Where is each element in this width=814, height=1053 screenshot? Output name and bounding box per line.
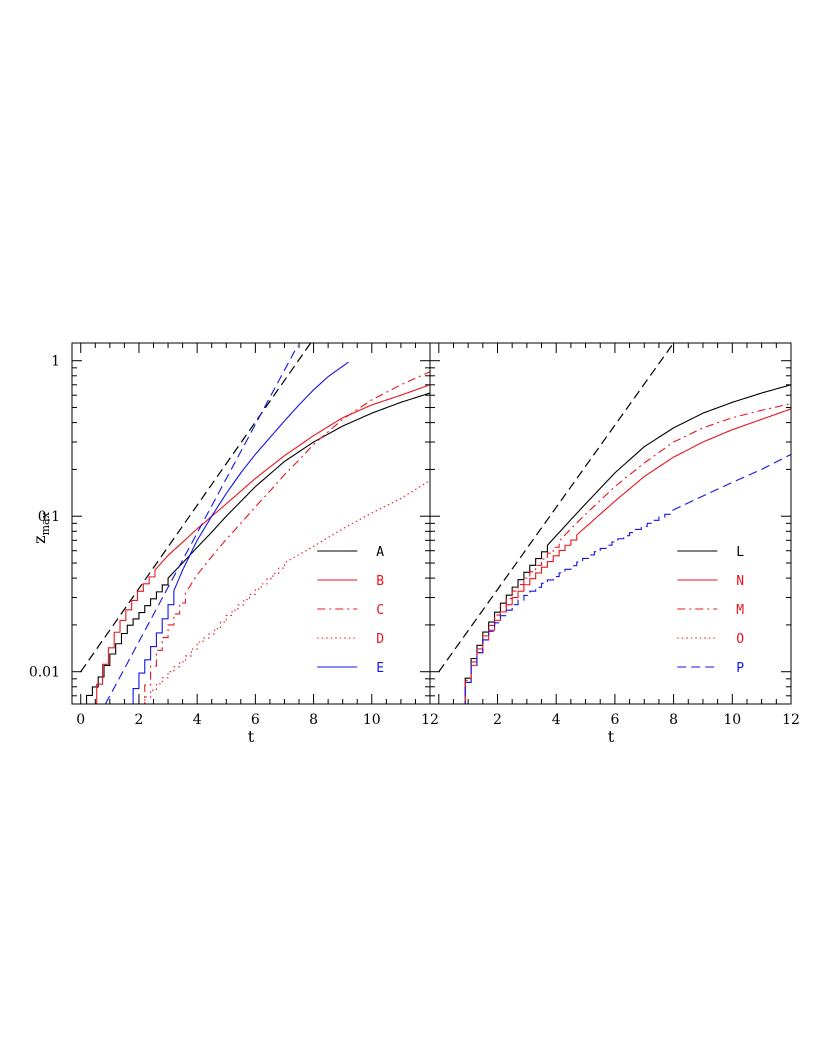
legend-label-n: N [736, 574, 744, 589]
legend-label-e: E [376, 661, 384, 676]
legend-label-m: M [736, 603, 744, 618]
legend-label-a: A [376, 545, 384, 560]
legend-label-c: C [376, 603, 384, 618]
x-tick-label: 10 [363, 712, 381, 728]
legend-label-d: D [376, 632, 384, 647]
series-line-extra-5 [104, 345, 299, 704]
x-tick-label: 8 [669, 712, 678, 728]
y-axis-label: zmax [30, 511, 52, 543]
right-panel-frame [429, 342, 792, 705]
right-series-group [438, 343, 791, 704]
legend-label-l: L [736, 545, 744, 560]
y-tick-label: 1 [51, 354, 60, 370]
x-tick-label: 10 [723, 712, 741, 728]
right-plot-area [438, 343, 791, 704]
x-tick-label: 6 [251, 712, 260, 728]
reference-line [80, 343, 312, 673]
left-series-group [80, 343, 430, 704]
series-line-p [459, 453, 791, 704]
x-tick-label: 2 [493, 712, 502, 728]
x-tick-label: 4 [552, 712, 561, 728]
y-tick-label: 0.1 [38, 509, 60, 525]
left-plot-area [80, 343, 430, 704]
y-axis-label-main: z [30, 535, 49, 543]
series-line-b [90, 384, 429, 704]
left-x-axis-label: t [248, 727, 255, 746]
y-tick-label: 0.01 [29, 665, 60, 681]
series-line-d [138, 479, 430, 704]
left-ticks: 0 2 4 6 8 10 12 0.01 0.1 1 [29, 343, 439, 728]
x-tick-label: 12 [782, 712, 800, 728]
x-tick-label: 8 [309, 712, 318, 728]
y-axis-label-subscript: max [39, 511, 52, 535]
series-line-e [127, 361, 349, 704]
reference-line [438, 343, 675, 673]
right-ticks: 2 4 6 8 10 12 [430, 343, 800, 728]
x-tick-label: 6 [610, 712, 619, 728]
svg-text:zmax: zmax [30, 511, 52, 543]
series-line-a [80, 392, 430, 704]
series-line-m [459, 403, 791, 704]
legend-label-b: B [376, 574, 384, 589]
series-line-c [138, 371, 430, 704]
right-x-axis-label: t [608, 727, 615, 746]
x-tick-label: 0 [76, 712, 85, 728]
x-tick-label: 4 [193, 712, 202, 728]
series-line-n [459, 408, 791, 704]
x-tick-label: 12 [421, 712, 439, 728]
x-tick-label: 2 [134, 712, 143, 728]
legend-label-p: P [736, 661, 744, 676]
legend-label-o: O [736, 632, 744, 647]
series-line-l [459, 384, 791, 704]
